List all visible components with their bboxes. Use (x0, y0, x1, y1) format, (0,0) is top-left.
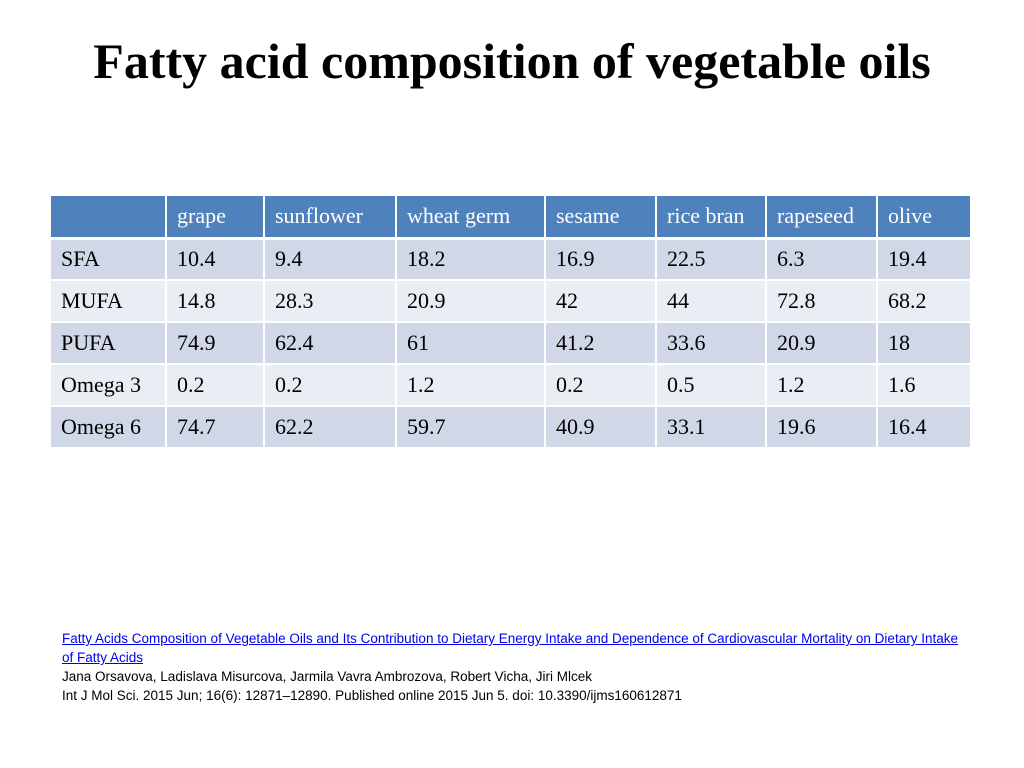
table-cell: 68.2 (877, 280, 972, 323)
row-label: PUFA (51, 322, 167, 365)
table-cell: 22.5 (656, 238, 767, 281)
table-row: Omega 6 74.7 62.2 59.7 40.9 33.1 19.6 16… (51, 406, 972, 449)
table-row: SFA 10.4 9.4 18.2 16.9 22.5 6.3 19.4 (51, 238, 972, 281)
table-cell: 19.4 (877, 238, 972, 281)
header-cell-rice-bran: rice bran (656, 196, 767, 240)
table-cell: 1.6 (877, 364, 972, 407)
table-cell: 62.2 (264, 406, 397, 449)
table-cell: 74.7 (166, 406, 265, 449)
table-row: Omega 3 0.2 0.2 1.2 0.2 0.5 1.2 1.6 (51, 364, 972, 407)
table-cell: 44 (656, 280, 767, 323)
table-cell: 1.2 (766, 364, 878, 407)
reference-authors: Jana Orsavova, Ladislava Misurcova, Jarm… (62, 669, 592, 684)
table-cell: 28.3 (264, 280, 397, 323)
table-cell: 20.9 (396, 280, 546, 323)
table-cell: 19.6 (766, 406, 878, 449)
header-cell-rapeseed: rapeseed (766, 196, 878, 240)
table-cell: 61 (396, 322, 546, 365)
slide-title: Fatty acid composition of vegetable oils (93, 33, 931, 89)
header-cell-sunflower: sunflower (264, 196, 397, 240)
row-label: MUFA (51, 280, 167, 323)
reference-citation: Int J Mol Sci. 2015 Jun; 16(6): 12871–12… (62, 688, 682, 703)
header-cell-wheat-germ: wheat germ (396, 196, 546, 240)
header-cell-olive: olive (877, 196, 972, 240)
table-cell: 33.1 (656, 406, 767, 449)
table-cell: 40.9 (545, 406, 657, 449)
table-cell: 10.4 (166, 238, 265, 281)
table-row: MUFA 14.8 28.3 20.9 42 44 72.8 68.2 (51, 280, 972, 323)
table-cell: 14.8 (166, 280, 265, 323)
table-cell: 16.9 (545, 238, 657, 281)
row-label: Omega 3 (51, 364, 167, 407)
row-label: Omega 6 (51, 406, 167, 449)
table-cell: 1.2 (396, 364, 546, 407)
table-cell: 0.2 (166, 364, 265, 407)
table-cell: 33.6 (656, 322, 767, 365)
table-cell: 42 (545, 280, 657, 323)
table-cell: 16.4 (877, 406, 972, 449)
table-cell: 41.2 (545, 322, 657, 365)
table-header-row: grape sunflower wheat germ sesame rice b… (51, 196, 972, 240)
table-cell: 59.7 (396, 406, 546, 449)
row-label: SFA (51, 238, 167, 281)
reference-article-link[interactable]: Fatty Acids Composition of Vegetable Oil… (62, 631, 958, 665)
table-cell: 72.8 (766, 280, 878, 323)
table-cell: 18.2 (396, 238, 546, 281)
header-cell-grape: grape (166, 196, 265, 240)
table-cell: 62.4 (264, 322, 397, 365)
table-cell: 9.4 (264, 238, 397, 281)
header-cell-sesame: sesame (545, 196, 657, 240)
table-cell: 18 (877, 322, 972, 365)
table-cell: 74.9 (166, 322, 265, 365)
table-cell: 0.2 (545, 364, 657, 407)
table-cell: 20.9 (766, 322, 878, 365)
header-cell-corner (51, 196, 167, 240)
table-cell: 0.2 (264, 364, 397, 407)
fatty-acid-table: grape sunflower wheat germ sesame rice b… (51, 196, 972, 449)
table-cell: 0.5 (656, 364, 767, 407)
table-row: PUFA 74.9 62.4 61 41.2 33.6 20.9 18 (51, 322, 972, 365)
reference-block: Fatty Acids Composition of Vegetable Oil… (62, 629, 962, 705)
fatty-acid-table-container: grape sunflower wheat germ sesame rice b… (51, 196, 972, 449)
table-cell: 6.3 (766, 238, 878, 281)
